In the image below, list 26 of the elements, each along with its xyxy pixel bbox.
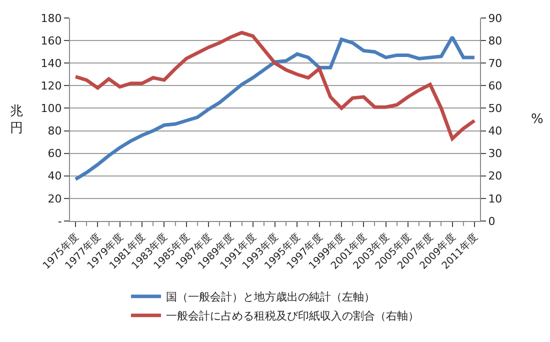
y2-axis-title: % — [531, 112, 544, 127]
y-tick-label: 120 — [40, 80, 62, 93]
y-tick-label: 60 — [48, 147, 62, 160]
y-tick-label: 140 — [40, 56, 62, 70]
y2-tick-label: 0 — [488, 214, 496, 228]
y2-tick-label: 60 — [488, 80, 502, 93]
y-tick-label: 160 — [40, 34, 62, 48]
y-tick-label: - — [58, 214, 62, 228]
legend-label: 国（一般会計）と地方歳出の純計（左軸） — [166, 290, 375, 304]
y-tick-label: 80 — [48, 124, 62, 138]
y-tick-label: 100 — [40, 102, 62, 116]
line-series — [74, 30, 476, 140]
y2-tick-label: 50 — [488, 102, 502, 116]
y-tick-label: 180 — [40, 12, 62, 25]
y-tick-label: 40 — [48, 170, 62, 183]
y2-tick-label: 40 — [488, 124, 502, 138]
y2-tick-label: 30 — [488, 147, 502, 160]
y2-tick-label: 80 — [488, 34, 502, 48]
y2-tick-label: 20 — [488, 170, 502, 183]
y2-tick-label: 10 — [488, 192, 502, 206]
y-axis-title: 兆円 — [10, 104, 23, 136]
y2-tick-label: 90 — [488, 12, 502, 25]
y2-tick-label: 70 — [488, 56, 502, 70]
legend-label: 一般会計に占める租税及び印紙収入の割合（右軸） — [166, 310, 419, 323]
y-tick-label: 20 — [48, 192, 62, 206]
line-series — [74, 35, 476, 182]
